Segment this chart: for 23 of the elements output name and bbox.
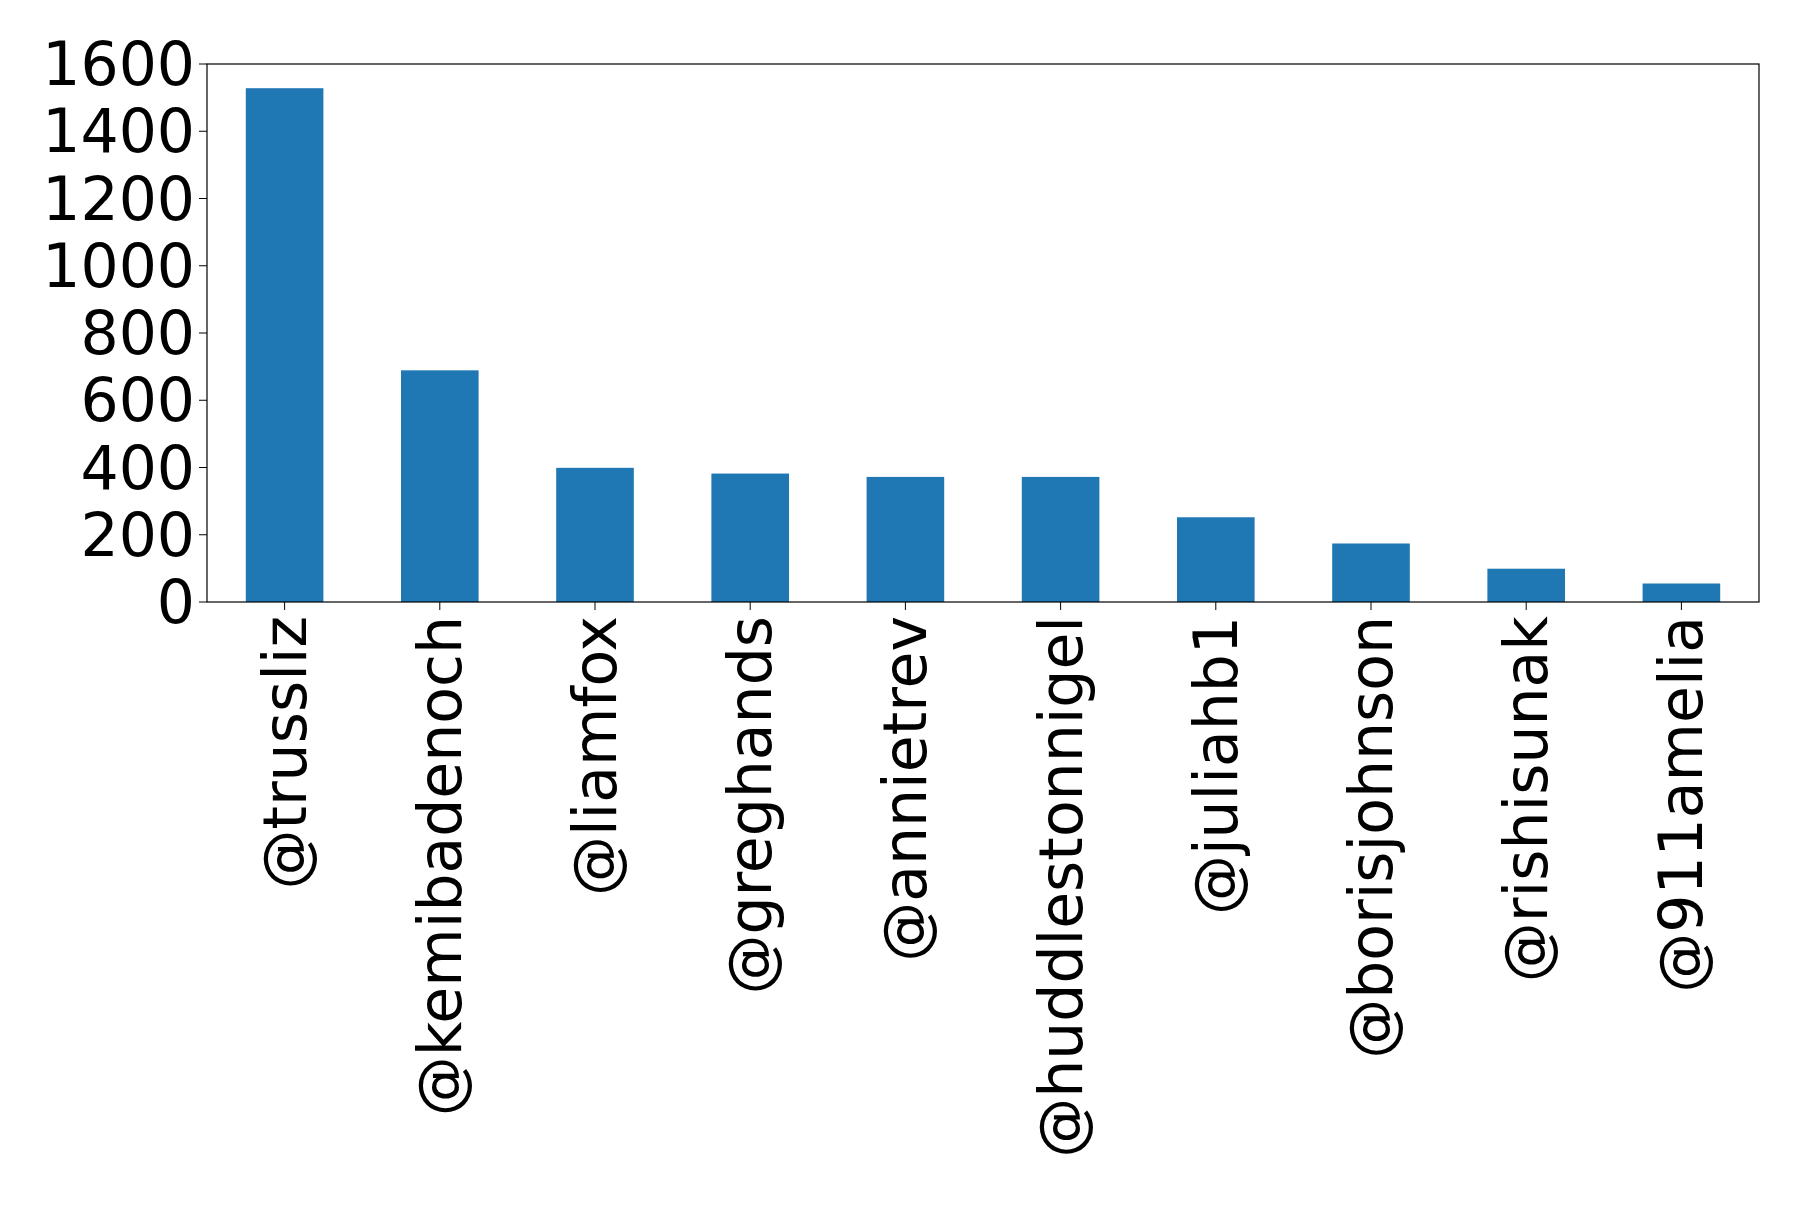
x-tick-label: @borisjohnson [1336,616,1406,1059]
x-tick-label: @911amelia [1646,616,1717,993]
x-tick-label: @rishisunak [1491,615,1562,983]
y-tick-label: 800 [80,298,195,368]
bar [556,467,634,602]
x-tick-label: @annietrev [870,616,941,962]
bar [866,476,945,602]
x-tick-label: @trussliz [249,616,320,890]
x-tick-label: @huddlestonnigel [1025,616,1096,1158]
x-tick-label: @kemibadenoch [404,616,475,1117]
bar [1177,517,1255,602]
x-tick-label: @liamfox [560,616,630,897]
bar [1021,476,1100,602]
bar [1487,568,1565,602]
bar [245,88,324,602]
x-tick-label: @greghands [715,616,786,995]
y-tick-label: 1600 [42,29,195,99]
x-tick-label: @juliahb1 [1180,616,1251,916]
bar [1332,543,1410,602]
bar [401,370,479,602]
y-tick-label: 0 [156,567,195,637]
bar [1642,583,1721,602]
bar [711,473,789,602]
